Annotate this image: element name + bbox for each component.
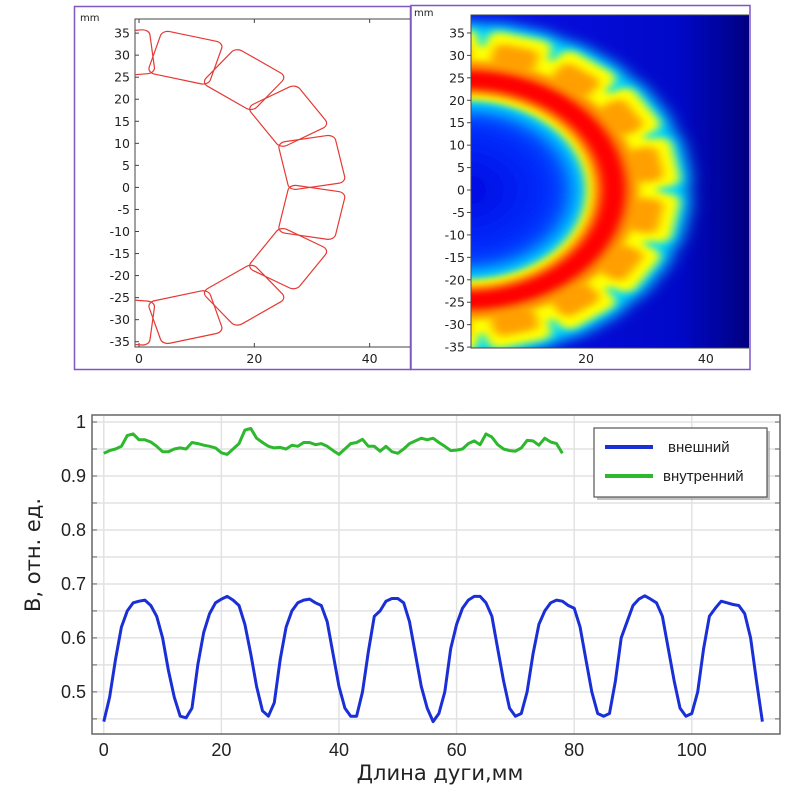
y-tick-label: 15 xyxy=(114,114,130,129)
y-tick-label: -5 xyxy=(453,205,465,220)
y-tick-label: -25 xyxy=(445,295,465,310)
y-tick-label: -30 xyxy=(445,317,465,332)
x-tick-label: 40 xyxy=(698,351,714,366)
coil-geometry-plot: mm 35 30 25 20 15 10 5 0 -5 -10 -15 -20 -25 -30 -35 0 20 4… xyxy=(80,13,410,366)
coil-outline xyxy=(247,226,329,290)
y-tick-label: 15 xyxy=(449,115,465,130)
y-tick-label: 30 xyxy=(114,48,130,63)
legend-box xyxy=(593,427,768,498)
y-tick-label: -35 xyxy=(445,340,465,355)
y-tick-label: 20 xyxy=(449,93,465,108)
y-tick-label: 25 xyxy=(449,70,465,85)
series-line-outer xyxy=(102,594,764,724)
y-tick-label: -20 xyxy=(110,268,130,283)
x-tick-label: 20 xyxy=(211,740,231,760)
y-tick-label: 30 xyxy=(449,48,465,63)
series xyxy=(102,427,764,724)
y-tick-label: 5 xyxy=(457,160,465,175)
y-tick-label: 1 xyxy=(76,412,86,432)
coils xyxy=(86,29,346,345)
red-band xyxy=(471,70,626,310)
y-tick-label: 0.5 xyxy=(61,682,86,702)
unit-label: mm xyxy=(414,8,433,19)
x-tick-label: 0 xyxy=(99,740,109,760)
axes-frame xyxy=(134,18,410,348)
coil-outline xyxy=(147,289,223,344)
y-tick-label: 35 xyxy=(114,26,130,41)
x-tick-label: 40 xyxy=(329,740,349,760)
coil-core xyxy=(599,99,643,136)
y-tick-label: -25 xyxy=(110,290,130,305)
y-tick-label: -15 xyxy=(445,250,465,265)
y-tick-label: -30 xyxy=(110,312,130,327)
coil-outline xyxy=(201,47,286,111)
x-tick-label: 40 xyxy=(362,351,378,366)
heatmap-field xyxy=(471,15,749,348)
x-tick-label: 100 xyxy=(677,740,707,760)
heatmap-transform xyxy=(471,22,689,348)
unit-label: mm xyxy=(80,13,99,24)
coil-outline xyxy=(86,297,155,346)
y-tick-label: -35 xyxy=(110,334,130,349)
y-tick-label: 10 xyxy=(114,136,130,151)
y-tick-label: -10 xyxy=(110,224,130,239)
y-tick-label: 0.9 xyxy=(61,466,86,486)
y-tick-label: 25 xyxy=(114,70,130,85)
x-tick-label: 20 xyxy=(578,351,594,366)
coil-outline xyxy=(278,184,346,240)
y-tick-label: 10 xyxy=(449,138,465,153)
coil-core xyxy=(551,283,600,317)
right-panel-frame xyxy=(410,4,751,371)
axes-frame xyxy=(91,414,781,735)
axes-frame xyxy=(470,14,749,349)
coil-outline xyxy=(201,263,286,327)
coil-core xyxy=(628,146,664,183)
y-tick-label: -15 xyxy=(110,246,130,261)
y-tick-label: 35 xyxy=(449,25,465,40)
field-heatmap-plot: mm 35 30 25 20 15 10 5 0 -5 -10 -15 -20 -25 -30 -35 20 40 xyxy=(414,8,749,366)
legend-label: внутренний xyxy=(663,468,744,485)
line-chart: 0 20 40 60 80 100 0.5 0.6 0.7 0.8 0.9 1 Длина дуги,м… xyxy=(21,412,781,785)
y-tick-label: 0 xyxy=(457,183,465,198)
y-axis-label: B, отн. ед. xyxy=(21,498,45,612)
coil-core xyxy=(551,63,600,97)
legend-label: внешний xyxy=(668,439,730,456)
y-tick-label: 0.6 xyxy=(61,628,86,648)
x-axis-label: Длина дуги,мм xyxy=(357,761,524,785)
y-tick-label: 0 xyxy=(122,180,130,195)
coil-outline xyxy=(247,84,329,148)
coil-outline xyxy=(86,29,155,78)
y-tick-label: -20 xyxy=(445,272,465,287)
y-tick-label: 0.7 xyxy=(61,574,86,594)
y-tick-label: 5 xyxy=(122,158,130,173)
y-tick-label: 20 xyxy=(114,92,130,107)
series-line-inner xyxy=(103,427,564,456)
coils-transform xyxy=(86,29,346,345)
coil-outline xyxy=(147,30,223,85)
coil-core xyxy=(628,197,664,234)
coil-core xyxy=(599,244,643,281)
y-tick-label: 0.8 xyxy=(61,520,86,540)
x-tick-label: 80 xyxy=(564,740,584,760)
coil-outline xyxy=(278,135,346,191)
x-tick-label: 20 xyxy=(246,351,262,366)
y-tick-label: -10 xyxy=(445,227,465,242)
x-tick-label: 0 xyxy=(135,351,143,366)
legend: внешний внутренний xyxy=(593,427,770,500)
x-tick-label: 60 xyxy=(447,740,467,760)
y-tick-label: -5 xyxy=(118,202,130,217)
